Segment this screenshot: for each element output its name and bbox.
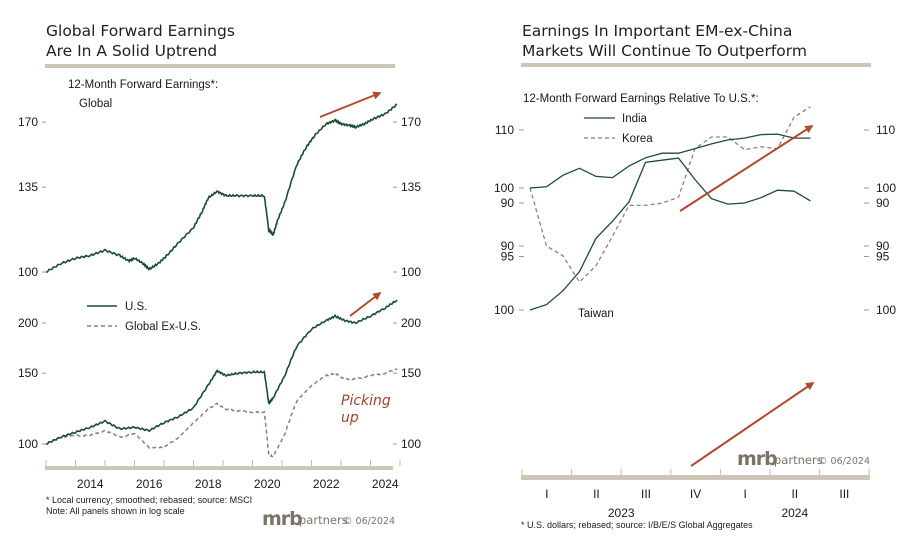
picking-up-annotation-line2: up bbox=[341, 410, 359, 426]
global-panel-label: Global bbox=[79, 98, 112, 110]
quarter-label: IV bbox=[690, 487, 701, 501]
taiwan-y-tick-label: 100 bbox=[494, 303, 514, 317]
taiwan-panel-label: Taiwan bbox=[578, 308, 614, 320]
india-korea-uptrend-arrow bbox=[679, 125, 814, 212]
year-label: 2024 bbox=[781, 506, 808, 520]
left-footnote-1: * Local currency; smoothed; rebased; sou… bbox=[46, 495, 252, 505]
left-title-rule bbox=[45, 64, 395, 68]
year-label: 2023 bbox=[608, 506, 635, 520]
right-chart-y-tick-label: 90 bbox=[501, 239, 515, 253]
logo-brand: mrb bbox=[262, 508, 302, 530]
quarter-label: II bbox=[593, 487, 600, 501]
logo-brand: mrb bbox=[737, 448, 777, 470]
right-title-line1: Earnings In Important EM-ex-China bbox=[522, 22, 792, 40]
left-y-tick-label-right: 150 bbox=[401, 366, 421, 380]
logo-partners: partners bbox=[774, 453, 823, 467]
left-y-tick-label-right: 170 bbox=[401, 115, 421, 129]
left-subtitle: 12-Month Forward Earnings*: bbox=[68, 79, 218, 91]
left-y-tick-label: 100 bbox=[18, 265, 38, 279]
picking-up-annotation-line1: Picking bbox=[341, 393, 391, 409]
right-chart-y-tick-label-right: 90 bbox=[876, 239, 890, 253]
right-x-axis-band bbox=[521, 475, 870, 480]
right-title-line2: Markets Will Continue To Outperform bbox=[522, 42, 807, 60]
taiwan-y-tick-label: 95 bbox=[501, 250, 515, 264]
right-footnote: * U.S. dollars; rebased; source: I/B/E/S… bbox=[521, 520, 753, 530]
left-y-tick-label: 135 bbox=[18, 180, 38, 194]
quarter-label: III bbox=[641, 487, 651, 501]
logo-partners: partners bbox=[299, 513, 348, 527]
india-line bbox=[529, 133, 811, 189]
left-x-tick-label: 2024 bbox=[372, 477, 399, 491]
quarter-label: II bbox=[791, 487, 798, 501]
us-uptrend-arrow bbox=[349, 291, 382, 317]
quarter-label: III bbox=[839, 487, 849, 501]
left-y-tick-label-right: 100 bbox=[401, 437, 421, 451]
global-ex-us-earnings-line bbox=[45, 368, 398, 458]
left-footnote-2: Note: All panels shown in log scale bbox=[46, 506, 185, 516]
left-y-tick-label-right: 100 bbox=[401, 265, 421, 279]
taiwan-uptrend-arrow bbox=[690, 382, 815, 467]
left-x-tick-label: 2020 bbox=[254, 477, 281, 491]
logo-copyright: © 06/2024 bbox=[343, 516, 395, 527]
left-y-tick-label: 200 bbox=[18, 316, 38, 330]
us-earnings-line bbox=[46, 299, 398, 445]
legend-exus-label: Global Ex-U.S. bbox=[125, 321, 201, 333]
right-chart-y-tick-label: 100 bbox=[494, 181, 514, 195]
logo-copyright: © 06/2024 bbox=[818, 456, 870, 467]
right-logo: mrb partners © 06/2024 bbox=[737, 448, 870, 470]
korea-line bbox=[529, 106, 811, 284]
left-y-tick-label-right: 135 bbox=[401, 180, 421, 194]
left-x-axis-band bbox=[45, 466, 393, 470]
legend-korea-label: Korea bbox=[622, 133, 653, 145]
left-y-axis: 170 170 135 135 100 100 200 200 150 150 100 100 bbox=[18, 115, 421, 451]
left-x-axis: 2014 2016 2018 2020 2022 2024 bbox=[45, 460, 401, 491]
taiwan-y-tick-label: 90 bbox=[501, 196, 515, 210]
left-y-tick-label: 150 bbox=[18, 366, 38, 380]
left-logo: mrb partners © 06/2024 bbox=[262, 508, 395, 530]
left-x-tick-label: 2022 bbox=[313, 477, 340, 491]
left-y-tick-label-right: 200 bbox=[401, 316, 421, 330]
right-chart-y-tick-label: 110 bbox=[495, 123, 514, 137]
global-earnings-line bbox=[45, 103, 398, 273]
left-x-tick-label: 2018 bbox=[195, 477, 222, 491]
global-uptrend-arrow bbox=[319, 91, 382, 118]
right-title-rule bbox=[521, 63, 871, 67]
taiwan-y-tick-label-right: 95 bbox=[876, 250, 890, 264]
taiwan-line bbox=[529, 157, 811, 311]
legend-us-label: U.S. bbox=[125, 301, 147, 313]
right-chart-y-tick-label-right: 100 bbox=[876, 181, 896, 195]
left-y-tick-label: 170 bbox=[18, 115, 38, 129]
right-chart-y-tick-label-right: 110 bbox=[876, 123, 895, 137]
taiwan-y-tick-label-right: 90 bbox=[876, 196, 890, 210]
left-x-tick-label: 2014 bbox=[77, 477, 104, 491]
quarter-label: I bbox=[744, 487, 747, 501]
left-x-tick-label: 2016 bbox=[136, 477, 163, 491]
legend-india-label: India bbox=[622, 113, 648, 125]
left-title-line1: Global Forward Earnings bbox=[46, 22, 235, 40]
left-y-tick-label: 100 bbox=[18, 437, 38, 451]
quarter-label: I bbox=[545, 487, 548, 501]
taiwan-y-tick-label-right: 100 bbox=[876, 303, 896, 317]
left-title-line2: Are In A Solid Uptrend bbox=[46, 42, 217, 60]
right-subtitle: 12-Month Forward Earnings Relative To U.… bbox=[523, 93, 759, 105]
